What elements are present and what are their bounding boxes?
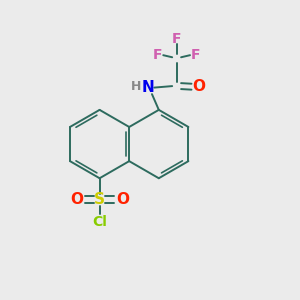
Text: O: O [116, 192, 129, 207]
Text: Cl: Cl [92, 215, 107, 229]
Text: H: H [131, 80, 141, 93]
Text: F: F [153, 48, 162, 62]
Text: O: O [192, 79, 206, 94]
Text: S: S [94, 192, 105, 207]
Text: F: F [191, 48, 201, 62]
Text: F: F [172, 32, 182, 46]
Text: O: O [70, 192, 83, 207]
Text: N: N [142, 80, 155, 95]
